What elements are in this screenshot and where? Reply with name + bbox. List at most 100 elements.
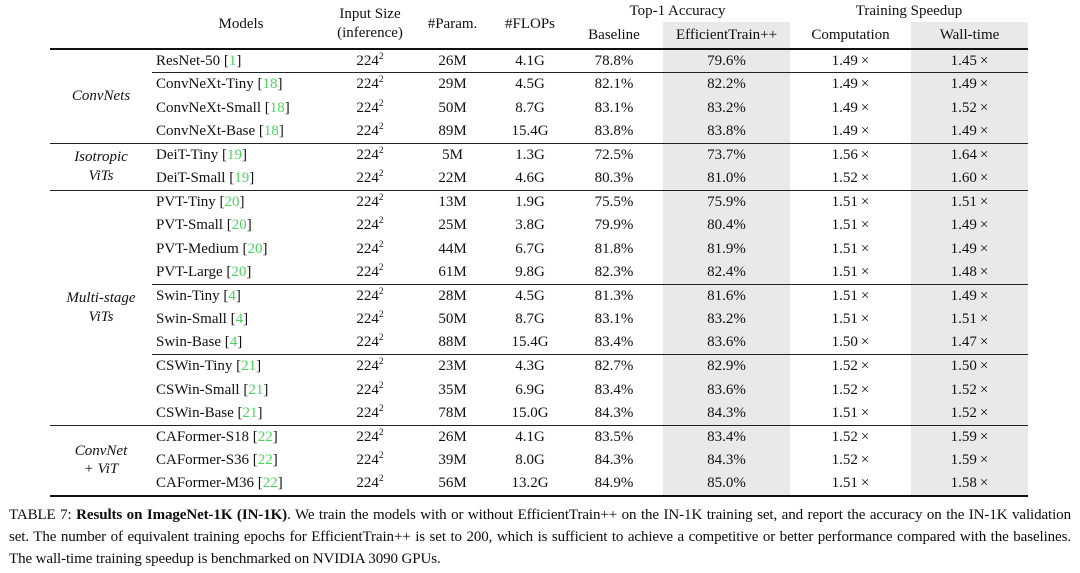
table-row: PVT-Medium [20] 2242 44M 6.7G 81.8% 81.9% 1.51… <box>50 237 1028 261</box>
efficienttrain-accuracy: 81.6% <box>663 284 790 308</box>
baseline-accuracy: 84.3% <box>594 452 634 468</box>
input-size: 2242 <box>330 472 410 497</box>
computation-speedup: 1.50 × <box>790 331 911 355</box>
computation-speedup: 1.52 × <box>790 166 911 191</box>
efficienttrain-accuracy: 75.9% <box>663 190 790 214</box>
input-size: 2242 <box>356 380 384 398</box>
model-name: Swin-Base [4] <box>152 331 330 355</box>
table-row: Isotropic ViTs DeiT-Tiny [19] 2242 5M 1.3G 72.… <box>50 143 1028 191</box>
model-name: ConvNeXt-Base [18] <box>152 119 330 144</box>
input-size: 2242 <box>356 286 384 304</box>
walltime-speedup: 1.51 × <box>911 190 1028 214</box>
results-table: Models Input Size (inference) #Param. #F… <box>50 0 1028 497</box>
efficienttrain-accuracy: 81.9% <box>663 237 790 261</box>
efficienttrain-accuracy: 82.9% <box>663 354 790 378</box>
citation-number: 1 <box>228 52 237 69</box>
efficienttrain-accuracy: 85.0% <box>663 472 790 497</box>
param-count: 50M <box>438 311 467 327</box>
computation-speedup: 1.52 × <box>831 358 870 375</box>
baseline-column-header: Baseline <box>565 22 663 50</box>
input-size: 2242 <box>330 331 410 355</box>
model-name: ResNet-50 [1] <box>152 49 330 73</box>
walltime-speedup: 1.51 × <box>911 307 1028 331</box>
param-count: 26M <box>438 428 467 445</box>
flops: 1.3G <box>515 146 545 163</box>
computation-speedup: 1.52 × <box>831 452 870 468</box>
walltime-speedup: 1.50 × <box>911 354 1028 378</box>
flops: 3.8G <box>515 217 545 233</box>
efficienttrain-accuracy: 83.6% <box>663 331 790 355</box>
walltime-speedup: 1.59 × <box>911 425 1028 449</box>
model-name: CAFormer-S18 [22] <box>156 428 278 445</box>
model-name: Swin-Tiny [4] <box>156 287 241 304</box>
table-body: ConvNets ResNet-50 [1] 2242 26M 4.1G 78.8% 79.… <box>50 49 1028 497</box>
table-caption: TABLE 7: Results on ImageNet-1K (IN-1K).… <box>9 504 1071 570</box>
group-column-header <box>50 0 152 50</box>
computation-speedup: 1.51 × <box>790 401 911 426</box>
efficienttrain-accuracy: 84.3% <box>663 401 790 426</box>
computation-speedup: 1.56 × <box>831 146 870 163</box>
caption-label: TABLE 7: <box>9 506 77 523</box>
input-size: 2242 <box>356 451 384 468</box>
baseline-accuracy: 72.5% <box>594 146 634 163</box>
param-count: 50M <box>438 99 467 116</box>
param-count: 61M <box>410 260 495 285</box>
input-size: 2242 <box>356 75 384 93</box>
computation-speedup: 1.49 × <box>790 119 911 144</box>
baseline-accuracy: 81.3% <box>594 287 634 304</box>
baseline-accuracy: 84.9% <box>565 472 663 497</box>
computation-speedup: 1.51 × <box>831 311 870 327</box>
computation-speedup: 1.52 × <box>831 381 870 398</box>
efficienttrain-accuracy: 79.6% <box>663 49 790 73</box>
baseline-accuracy: 83.4% <box>594 381 634 398</box>
walltime-column-header: Wall-time <box>911 22 1028 50</box>
citation-number: 18 <box>262 76 278 93</box>
input-size-column-header: Input Size (inference) <box>330 0 410 50</box>
input-size: 2242 <box>356 145 384 163</box>
baseline-accuracy: 83.8% <box>565 119 663 144</box>
param-count: 88M <box>410 331 495 355</box>
input-size: 2242 <box>330 49 410 73</box>
flops: 15.0G <box>495 401 565 426</box>
table-row: ConvNeXt-Small [18] 2242 50M 8.7G 83.1% 83.2%… <box>50 96 1028 120</box>
walltime-speedup: 1.45 × <box>911 49 1028 73</box>
baseline-accuracy: 80.3% <box>565 166 663 191</box>
baseline-accuracy: 83.1% <box>594 99 634 116</box>
flops: 6.7G <box>515 240 545 257</box>
table-row: CAFormer-S36 [22] 2242 39M 8.0G 84.3% 84.3% 1.… <box>50 448 1028 472</box>
efficienttrain-accuracy: 80.4% <box>663 213 790 237</box>
training-speedup-span-header: Training Speedup <box>855 2 963 19</box>
flops-column-header: #FLOPs <box>495 0 565 50</box>
flops: 4.1G <box>495 49 565 73</box>
caption-body: . We train the models with or without Ef… <box>9 506 1071 567</box>
baseline-accuracy: 78.8% <box>565 49 663 73</box>
flops: 4.5G <box>515 287 545 304</box>
table-row: Multi-stage ViTs PVT-Tiny [20] 2242 13M 1.9G 7… <box>50 190 1028 426</box>
top1-accuracy-span-header: Top-1 Accuracy <box>629 2 726 19</box>
flops: 8.7G <box>515 311 545 327</box>
model-name: CSWin-Small [21] <box>156 381 269 398</box>
citation-number: 20 <box>231 263 247 280</box>
model-group-label: ConvNets <box>50 49 152 144</box>
citation-number: 20 <box>231 217 247 233</box>
efficienttrain-accuracy: 73.7% <box>663 143 790 167</box>
efficienttrain-accuracy: 82.4% <box>663 260 790 285</box>
flops: 4.5G <box>515 76 545 93</box>
baseline-accuracy: 75.5% <box>594 193 634 210</box>
param-count: 22M <box>410 166 495 191</box>
walltime-speedup: 1.64 × <box>911 143 1028 167</box>
model-name: DeiT-Tiny [19] <box>156 146 247 163</box>
citation-number: 22 <box>262 475 278 491</box>
table-row: ConvNeXt-Base [18] 2242 89M 15.4G 83.8% 83.8%… <box>50 119 1028 144</box>
citation-number: 21 <box>241 358 257 375</box>
input-size: 2242 <box>330 401 410 426</box>
input-size: 2242 <box>356 98 384 116</box>
walltime-speedup: 1.59 × <box>911 448 1028 472</box>
efficienttrain-accuracy: 81.0% <box>663 166 790 191</box>
param-count: 13M <box>438 193 467 210</box>
computation-speedup: 1.51 × <box>831 217 870 233</box>
input-size: 2242 <box>330 166 410 191</box>
table-row: ConvNet + ViT CAFormer-S18 [22] 2242 26M 4.1G… <box>50 425 1028 497</box>
flops: 4.6G <box>495 166 565 191</box>
